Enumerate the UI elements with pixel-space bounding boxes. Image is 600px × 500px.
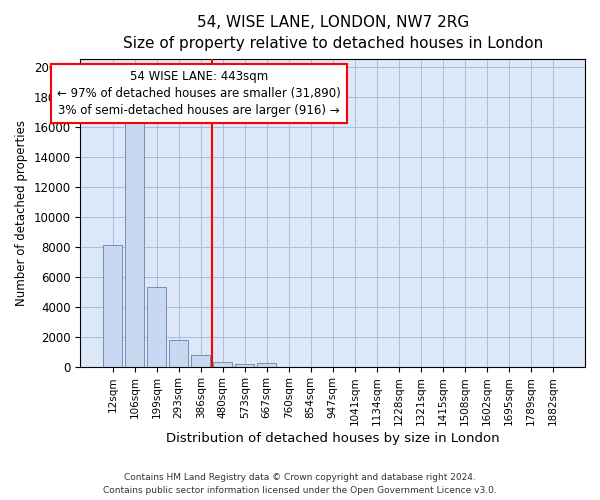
Bar — [235, 364, 254, 366]
Bar — [103, 245, 122, 366]
Y-axis label: Number of detached properties: Number of detached properties — [15, 120, 28, 306]
Text: 54 WISE LANE: 443sqm
← 97% of detached houses are smaller (31,890)
3% of semi-de: 54 WISE LANE: 443sqm ← 97% of detached h… — [57, 70, 341, 117]
Bar — [169, 340, 188, 366]
Bar — [125, 119, 144, 366]
Title: 54, WISE LANE, LONDON, NW7 2RG
Size of property relative to detached houses in L: 54, WISE LANE, LONDON, NW7 2RG Size of p… — [122, 15, 543, 51]
Bar — [148, 287, 166, 366]
Bar — [257, 363, 276, 366]
Bar — [191, 354, 210, 366]
Bar — [214, 362, 232, 366]
Text: Contains HM Land Registry data © Crown copyright and database right 2024.
Contai: Contains HM Land Registry data © Crown c… — [103, 474, 497, 495]
X-axis label: Distribution of detached houses by size in London: Distribution of detached houses by size … — [166, 432, 500, 445]
